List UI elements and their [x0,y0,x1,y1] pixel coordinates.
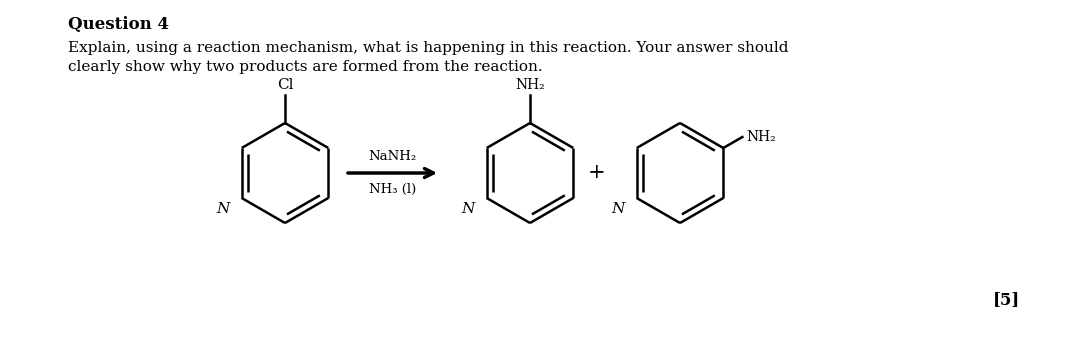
Text: Explain, using a reaction mechanism, what is happening in this reaction. Your an: Explain, using a reaction mechanism, wha… [68,41,788,55]
Text: N: N [461,202,474,216]
Text: N: N [611,202,625,216]
Text: [5]: [5] [993,291,1020,308]
Text: NaNH₂: NaNH₂ [368,150,417,163]
Text: Cl: Cl [277,78,294,92]
Text: NH₃ (l): NH₃ (l) [368,183,417,196]
Text: clearly show why two products are formed from the reaction.: clearly show why two products are formed… [68,60,543,74]
Text: NH₂: NH₂ [747,130,776,144]
Text: Question 4: Question 4 [68,16,169,33]
Text: N: N [217,202,230,216]
Text: +: + [588,164,606,183]
Text: NH₂: NH₂ [515,78,545,92]
